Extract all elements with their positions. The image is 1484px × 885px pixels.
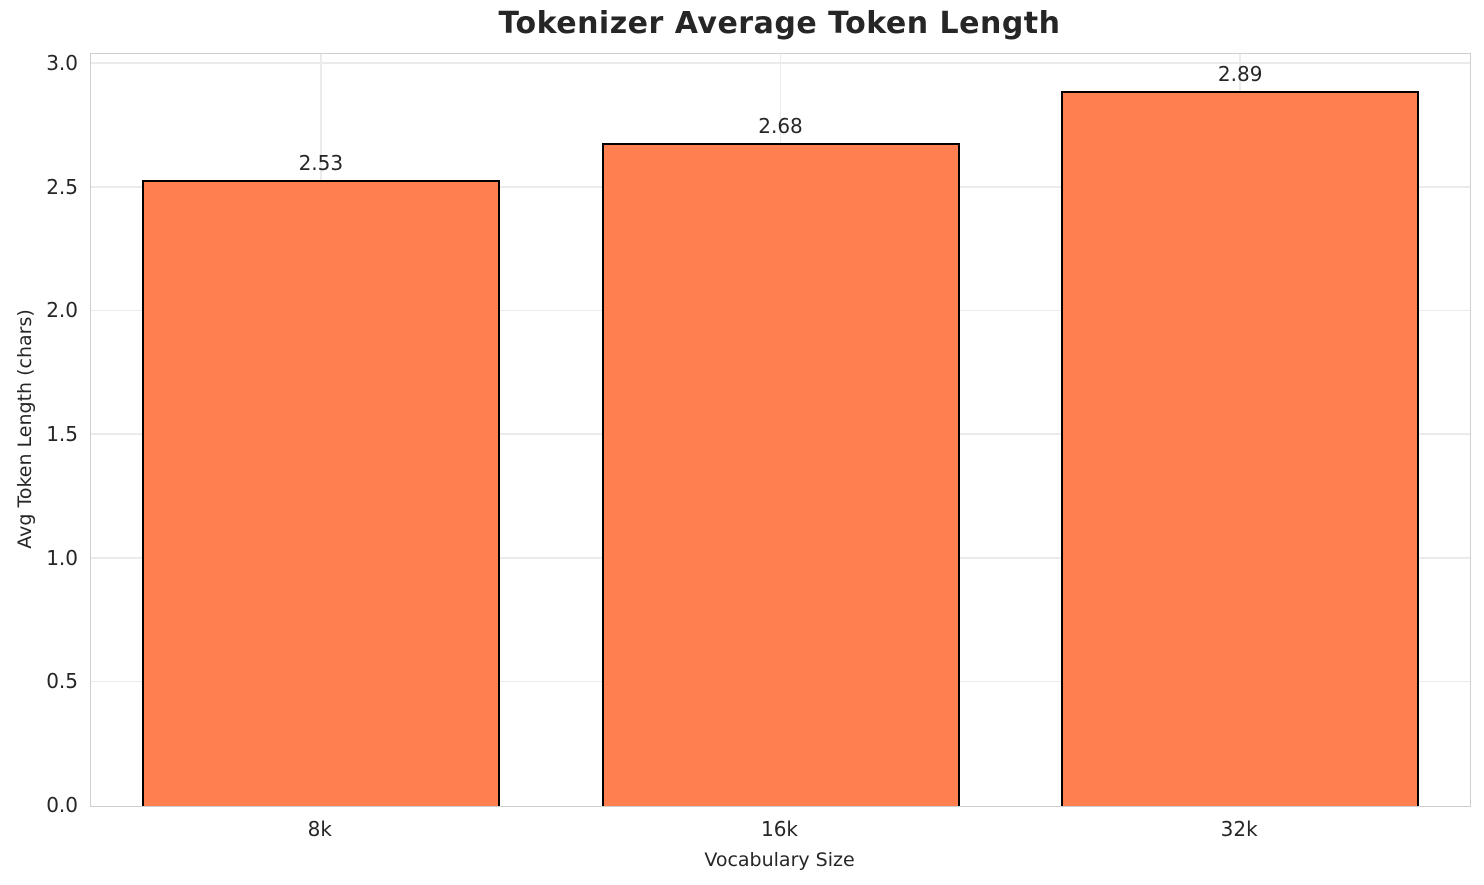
bar-value-label-16k: 2.68 bbox=[758, 114, 803, 139]
bar-32k bbox=[1061, 91, 1420, 806]
y-axis-label: Avg Token Length (chars) bbox=[14, 309, 36, 549]
y-tick-label-0.0: 0.0 bbox=[46, 793, 78, 817]
bar-16k bbox=[601, 143, 960, 806]
bar-8k bbox=[141, 180, 500, 806]
y-tick-label-0.5: 0.5 bbox=[46, 669, 78, 694]
plot-area: 2.53 2.68 2.89 bbox=[90, 53, 1471, 807]
bar-value-label-32k: 2.89 bbox=[1217, 62, 1263, 87]
bar-value-label-8k: 2.53 bbox=[298, 151, 344, 176]
y-tick-label-1.5: 1.5 bbox=[46, 421, 78, 446]
x-axis-label: Vocabulary Size bbox=[704, 849, 855, 871]
y-tick-label-1.0: 1.0 bbox=[46, 545, 78, 570]
x-tick-label-32k: 32k bbox=[1220, 817, 1258, 841]
y-tick-label-2.5: 2.5 bbox=[46, 174, 78, 199]
x-tick-label-8k: 8k bbox=[307, 817, 332, 841]
y-tick-label-2.0: 2.0 bbox=[46, 298, 78, 323]
y-axis-tick-labels: 0.0 0.5 1.0 1.5 2.0 2.5 3.0 bbox=[0, 50, 78, 815]
x-tick-label-16k: 16k bbox=[760, 817, 799, 841]
y-tick-label-3.0: 3.0 bbox=[46, 50, 78, 75]
x-axis-tick-labels: 8k 16k 32k bbox=[90, 817, 1469, 841]
chart-title: Tokenizer Average Token Length bbox=[498, 6, 1061, 41]
